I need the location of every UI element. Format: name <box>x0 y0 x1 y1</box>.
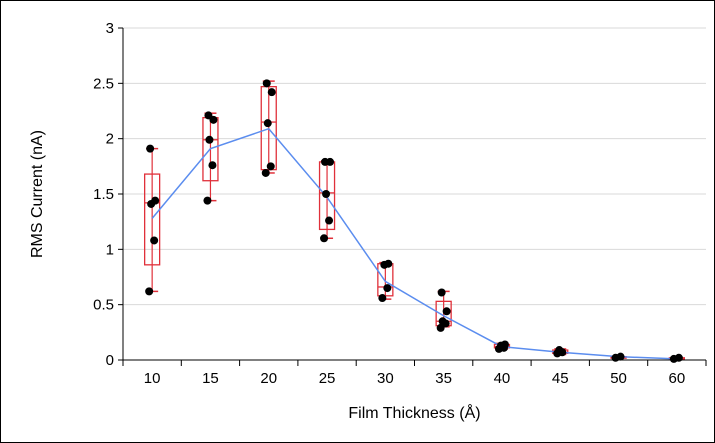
x-tick-label: 35 <box>435 370 452 387</box>
tick-labels: 0 0.5 1 1.5 2 2.5 3 10 15 20 25 30 35 40 45 50 60 <box>93 20 685 387</box>
data-point <box>442 307 451 316</box>
y-axis-label: RMS Current (nA) <box>29 130 46 258</box>
x-axis-label: Film Thickness (Å) <box>348 403 480 422</box>
x-tick-label: 50 <box>610 370 627 387</box>
data-point <box>145 287 154 296</box>
box-15 <box>202 112 219 202</box>
data-points <box>145 79 683 363</box>
box-25 <box>318 160 336 240</box>
data-point <box>616 352 625 361</box>
x-tick-label: 45 <box>552 370 569 387</box>
data-point <box>203 196 212 205</box>
mean-series <box>151 127 677 360</box>
gridlines <box>123 27 706 306</box>
data-point <box>262 79 271 88</box>
data-point <box>437 288 446 297</box>
data-point <box>146 144 155 153</box>
y-tick-label: 3 <box>106 20 114 37</box>
data-point <box>322 190 331 198</box>
data-point <box>383 284 392 293</box>
data-point <box>325 216 334 225</box>
data-point <box>150 236 159 245</box>
data-point <box>438 317 447 326</box>
data-point <box>384 259 393 268</box>
data-point <box>500 340 509 349</box>
data-point <box>674 353 683 362</box>
data-point <box>555 346 564 355</box>
box-series <box>143 80 685 360</box>
data-point <box>261 168 270 177</box>
y-tick-label: 0.5 <box>93 297 114 314</box>
y-tick-label: 1.5 <box>93 186 114 203</box>
data-point <box>205 135 214 144</box>
x-tick-label: 30 <box>377 370 394 387</box>
x-tick-label: 60 <box>669 370 686 387</box>
data-point <box>266 162 275 171</box>
box-rect <box>143 173 161 266</box>
data-point <box>267 88 276 97</box>
y-tick-label: 2 <box>106 131 114 148</box>
data-point <box>263 119 272 128</box>
x-tick-label: 40 <box>494 370 511 387</box>
data-point <box>208 161 217 170</box>
data-point <box>320 234 329 243</box>
data-point <box>151 196 160 205</box>
x-tick-label: 20 <box>260 370 277 387</box>
x-tick-label: 15 <box>202 370 219 387</box>
data-point <box>378 294 387 303</box>
y-tick-label: 0 <box>106 352 114 369</box>
mean-line <box>151 127 677 360</box>
y-tick-label: 1 <box>106 241 114 258</box>
box-10 <box>143 147 161 293</box>
x-tick-label: 25 <box>319 370 336 387</box>
data-point <box>321 157 330 166</box>
y-tick-label: 2.5 <box>93 75 114 92</box>
x-tick-label: 10 <box>144 370 161 387</box>
data-point <box>204 111 213 120</box>
axes <box>118 27 707 366</box>
